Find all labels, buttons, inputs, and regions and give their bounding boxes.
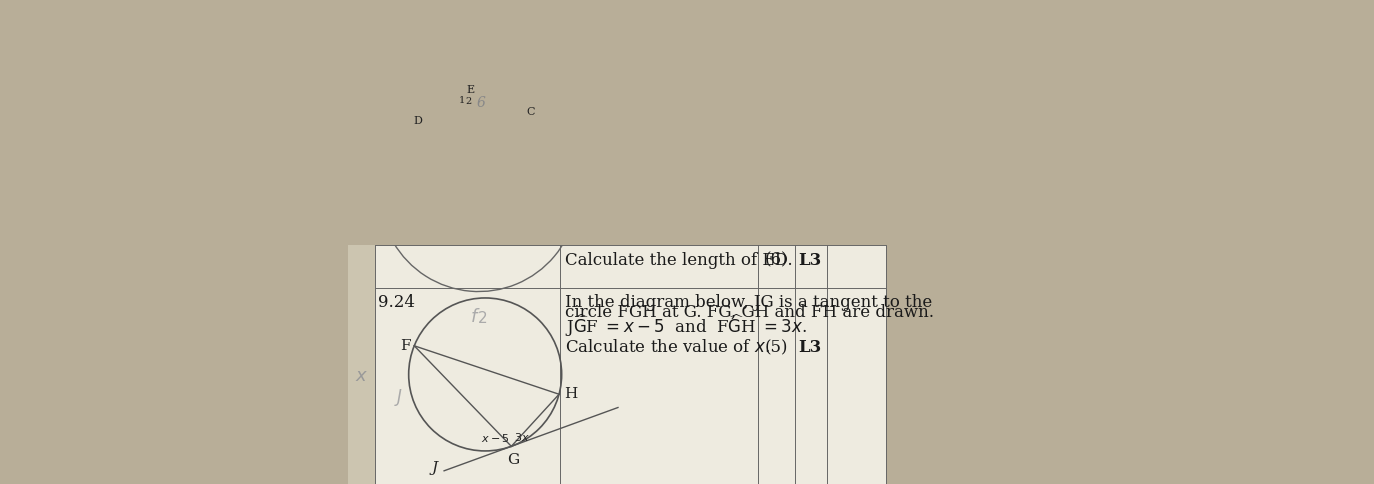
Text: $\mathit{x}$: $\mathit{x}$: [354, 367, 368, 385]
Text: H: H: [563, 386, 577, 400]
Text: J$\widehat{\rm G}$F $= x-5$  and  F$\widehat{\rm G}$H $= 3x$.: J$\widehat{\rm G}$F $= x-5$ and F$\wideh…: [565, 312, 808, 338]
Text: J: J: [431, 460, 438, 474]
Text: $\mathit{2}$: $\mathit{2}$: [477, 310, 488, 326]
Bar: [348, 245, 375, 484]
Text: (6): (6): [765, 251, 789, 268]
Text: E: E: [467, 84, 474, 94]
Text: $\mathit{J}$: $\mathit{J}$: [394, 386, 403, 407]
Bar: [375, 245, 886, 484]
Text: C: C: [526, 106, 534, 117]
Text: 1: 1: [459, 95, 464, 105]
Text: $\mathit{f}$: $\mathit{f}$: [470, 307, 481, 326]
Text: 6: 6: [477, 96, 486, 110]
Text: L3: L3: [798, 251, 822, 268]
Text: L3: L3: [798, 338, 822, 355]
Text: G: G: [507, 453, 519, 466]
Text: 2: 2: [466, 96, 473, 106]
Text: F: F: [400, 338, 411, 352]
Text: $3x$: $3x$: [514, 431, 530, 442]
Text: (5): (5): [765, 338, 789, 355]
Text: 9.24: 9.24: [378, 293, 415, 310]
Text: circle FGH at G. FG, GH and FH are drawn.: circle FGH at G. FG, GH and FH are drawn…: [565, 303, 934, 320]
Text: Calculate the value of $x$.: Calculate the value of $x$.: [565, 338, 769, 355]
Text: Calculate the length of ED.: Calculate the length of ED.: [565, 251, 793, 268]
Text: In the diagram below, JG is a tangent to the: In the diagram below, JG is a tangent to…: [565, 293, 933, 310]
Text: $x-5$: $x-5$: [481, 432, 510, 443]
Text: D: D: [414, 116, 422, 126]
